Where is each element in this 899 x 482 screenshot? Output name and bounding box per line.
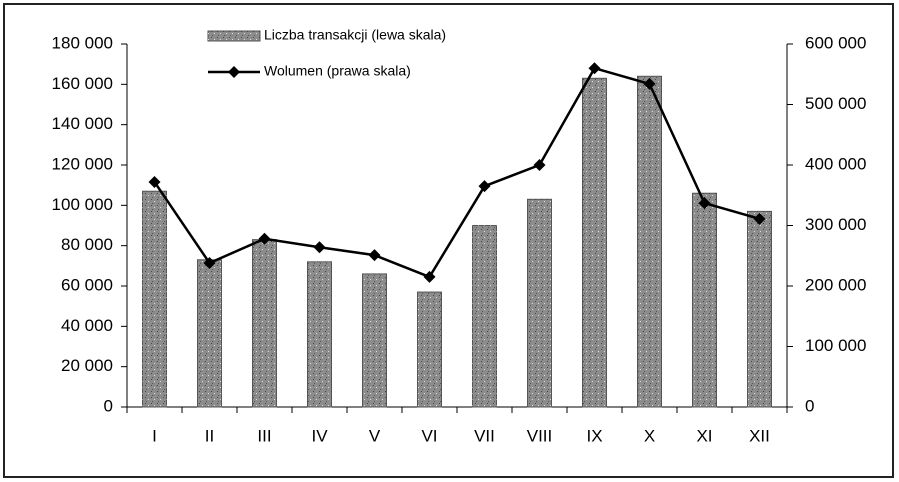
y-tick-label: 40 000 xyxy=(61,316,113,335)
bar-texture xyxy=(307,261,332,407)
y-tick-label: 180 000 xyxy=(52,33,113,52)
line-marker xyxy=(368,249,381,262)
line-marker xyxy=(478,180,491,193)
y-tick-label: 20 000 xyxy=(61,356,113,375)
x-tick-label: VIII xyxy=(527,426,553,445)
y-tick-label: 80 000 xyxy=(61,235,113,254)
line-marker xyxy=(643,77,656,90)
y2-tick-label: 100 000 xyxy=(805,336,866,355)
line-marker xyxy=(588,62,601,75)
x-tick-label: V xyxy=(369,426,381,445)
x-tick-label: III xyxy=(257,426,271,445)
x-tick-label: XII xyxy=(749,426,770,445)
line-marker xyxy=(313,241,326,254)
bar-texture xyxy=(197,259,222,407)
y2-tick-label: 500 000 xyxy=(805,94,866,113)
bar-texture xyxy=(362,273,387,407)
y2-tick-label: 300 000 xyxy=(805,215,866,234)
x-tick-label: VI xyxy=(421,426,437,445)
x-tick-label: II xyxy=(205,426,214,445)
legend-swatch-texture xyxy=(208,31,260,41)
line-marker xyxy=(148,175,161,188)
x-tick-label: IV xyxy=(311,426,328,445)
bar-texture xyxy=(142,191,167,407)
legend-label: Wolumen (prawa skala) xyxy=(264,63,411,79)
bar-texture xyxy=(472,225,497,407)
x-tick-label: XI xyxy=(696,426,712,445)
line-marker xyxy=(203,257,216,270)
y2-tick-label: 200 000 xyxy=(805,275,866,294)
y2-tick-label: 400 000 xyxy=(805,154,866,173)
bar-texture xyxy=(747,211,772,407)
line xyxy=(153,66,760,279)
y-tick-label: 60 000 xyxy=(61,275,113,294)
x-tick-label: I xyxy=(152,426,157,445)
y-tick-label: 140 000 xyxy=(52,114,113,133)
chart-frame xyxy=(3,3,894,478)
legend-marker xyxy=(228,66,240,78)
bar-texture xyxy=(527,199,552,407)
x-tick-label: VII xyxy=(474,426,495,445)
bar-texture xyxy=(252,239,277,407)
bar-texture xyxy=(692,193,717,407)
bar-texture xyxy=(637,76,662,408)
y-tick-label: 100 000 xyxy=(52,195,113,214)
y-tick-label: 120 000 xyxy=(52,154,113,173)
y2-tick-label: 0 xyxy=(805,396,814,415)
line-marker xyxy=(258,232,271,245)
x-tick-label: X xyxy=(644,426,655,445)
bar-texture xyxy=(417,292,442,407)
y-tick-label: 160 000 xyxy=(52,74,113,93)
line-marker xyxy=(533,159,546,171)
bar-texture xyxy=(582,78,607,408)
line-marker xyxy=(423,270,436,283)
y-tick-label: 0 xyxy=(104,396,113,415)
line-marker xyxy=(753,212,766,225)
line-marker xyxy=(698,197,711,210)
legend-label: Liczba transakcji (lewa skala) xyxy=(264,27,446,43)
y2-tick-label: 600 000 xyxy=(805,33,866,52)
x-tick-label: IX xyxy=(586,426,602,445)
